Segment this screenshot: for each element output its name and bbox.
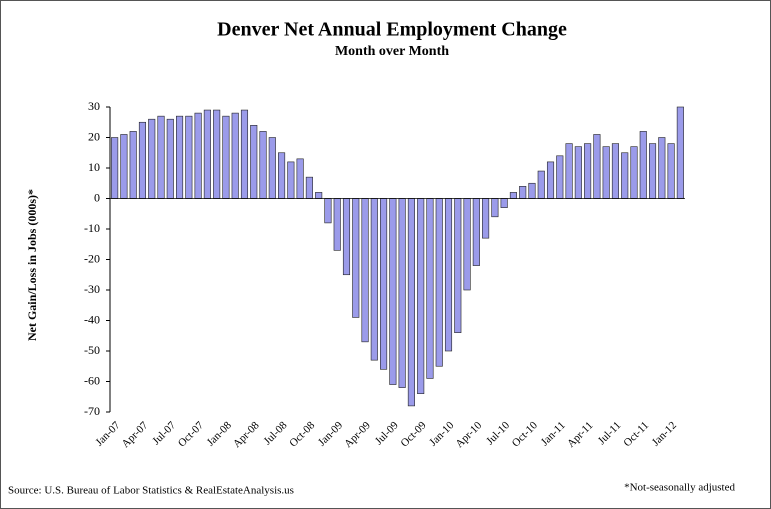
bar xyxy=(296,158,304,199)
bar xyxy=(463,198,471,291)
bar xyxy=(454,198,462,333)
y-tick-label: -70 xyxy=(84,404,100,418)
bar xyxy=(278,152,286,199)
y-tick-label: 0 xyxy=(94,190,100,204)
bar xyxy=(231,112,239,199)
bar xyxy=(259,131,267,199)
bar xyxy=(148,118,156,199)
bar xyxy=(157,115,165,199)
bar xyxy=(537,170,545,199)
chart-subtitle: Month over Month xyxy=(335,44,449,59)
bar xyxy=(305,176,313,199)
bar xyxy=(528,182,536,199)
y-axis-label: Net Gain/Loss in Jobs (000s)* xyxy=(25,189,39,341)
bar xyxy=(482,198,490,239)
y-tick-label: 20 xyxy=(88,129,100,143)
y-tick-label: 10 xyxy=(88,160,100,174)
bar xyxy=(361,198,369,343)
bar xyxy=(287,161,295,199)
bar xyxy=(120,134,128,199)
bar xyxy=(166,118,174,199)
bar xyxy=(315,192,323,199)
bar xyxy=(398,198,406,388)
source: Source: U.S. Bureau of Labor Statistics … xyxy=(8,485,294,497)
bar xyxy=(667,143,675,199)
bar xyxy=(556,155,564,199)
bar xyxy=(333,198,341,251)
bar xyxy=(611,143,619,199)
bar xyxy=(138,121,147,199)
bar xyxy=(602,146,610,199)
bar xyxy=(519,186,527,199)
bar xyxy=(213,109,221,199)
bar xyxy=(500,198,508,208)
bar xyxy=(574,146,582,199)
bar xyxy=(584,143,592,199)
bar xyxy=(380,198,388,370)
bar xyxy=(185,115,193,199)
bar xyxy=(342,198,351,276)
bar xyxy=(639,131,647,199)
bar xyxy=(509,192,517,199)
bar xyxy=(417,198,425,394)
bar xyxy=(352,198,360,318)
bar xyxy=(546,161,555,199)
chart-title: Denver Net Annual Employment Change xyxy=(217,19,567,41)
bar xyxy=(407,198,415,407)
bar xyxy=(176,115,184,199)
y-tick-label: -30 xyxy=(84,282,100,296)
bar xyxy=(593,134,601,199)
bar xyxy=(129,131,137,199)
bar xyxy=(491,198,499,218)
bar xyxy=(621,152,629,199)
bar xyxy=(658,137,666,199)
note: *Not-seasonally adjusted xyxy=(624,482,735,494)
bar xyxy=(203,109,211,199)
bar xyxy=(194,112,202,199)
bar xyxy=(250,125,258,199)
bar xyxy=(268,137,276,199)
bar xyxy=(111,137,119,199)
bar xyxy=(370,198,378,361)
bar xyxy=(565,143,573,199)
bar xyxy=(676,106,684,199)
bar xyxy=(240,109,249,199)
bar xyxy=(222,115,230,199)
bar xyxy=(324,198,332,224)
bar xyxy=(648,143,657,199)
y-tick-label: -40 xyxy=(84,312,100,326)
bar xyxy=(444,198,453,352)
bar xyxy=(435,198,443,367)
bar xyxy=(389,198,397,385)
bar xyxy=(426,198,434,379)
y-tick-label: -10 xyxy=(84,221,100,235)
y-tick-label: -60 xyxy=(84,373,100,387)
y-tick-label: -20 xyxy=(84,251,100,265)
bar xyxy=(472,198,480,266)
y-tick-label: -50 xyxy=(84,343,100,357)
bar xyxy=(630,146,638,199)
y-tick-label: 30 xyxy=(88,99,100,113)
